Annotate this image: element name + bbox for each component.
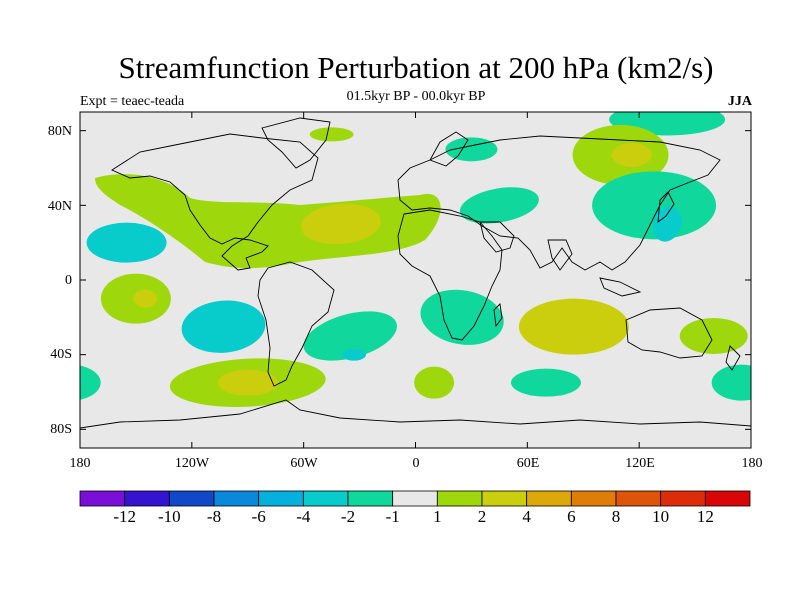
contour-region-positive xyxy=(611,142,652,167)
experiment-label: Expt = teaec-teada xyxy=(80,94,185,109)
coastline xyxy=(429,131,469,167)
coastline xyxy=(599,277,642,297)
colorbar-swatch xyxy=(168,490,215,507)
colorbar-swatch xyxy=(79,490,126,507)
contour-region-negative xyxy=(652,206,682,242)
colorbar-label: -2 xyxy=(340,507,356,526)
colorbar-swatch xyxy=(213,490,260,507)
colorbar-label: 8 xyxy=(611,507,621,526)
colorbar-label: 2 xyxy=(477,507,487,526)
contour-region-negative xyxy=(341,348,366,361)
colorbar-label: 10 xyxy=(652,507,670,526)
y-tick-label: 80S xyxy=(50,422,72,437)
chart-title: Streamfunction Perturbation at 200 hPa (… xyxy=(118,50,714,85)
colorbar-swatch xyxy=(302,490,349,507)
x-tick-label: 60W xyxy=(290,456,318,471)
colorbar-swatch xyxy=(436,490,483,507)
y-tick-label: 80N xyxy=(47,124,72,139)
contour-region-negative xyxy=(303,311,397,361)
contour-region-positive xyxy=(679,318,748,354)
contour-region-negative xyxy=(592,171,717,240)
colorbar-label: -1 xyxy=(385,507,400,526)
contour-region-negative xyxy=(459,187,539,224)
coastline xyxy=(657,191,675,223)
coastline xyxy=(493,303,503,328)
colorbar-label: 6 xyxy=(567,507,576,526)
coastline xyxy=(257,261,335,387)
axis-ticks xyxy=(79,112,752,448)
x-tick-label: 120W xyxy=(174,456,210,471)
contour-region-negative xyxy=(510,368,581,397)
colorbar-swatch xyxy=(392,490,438,507)
colorbar-swatch xyxy=(526,490,572,507)
colorbar-swatch xyxy=(615,490,662,507)
x-tick-label: 0 xyxy=(412,456,420,471)
colorbar-label: 1 xyxy=(433,507,442,526)
coastline xyxy=(725,345,741,371)
y-tick-label: 0 xyxy=(65,273,72,288)
coastline xyxy=(547,239,573,271)
colorbar-label: -6 xyxy=(251,507,266,526)
colorbar-label: -4 xyxy=(296,507,311,526)
contour-region-negative xyxy=(80,365,101,400)
season-label: JJA xyxy=(727,94,752,109)
x-tick-label: 120E xyxy=(625,456,655,471)
contour-region-positive xyxy=(414,366,455,399)
coastlines xyxy=(80,117,751,429)
x-tick-label: 60E xyxy=(516,456,540,471)
x-tick-label: 180 xyxy=(741,456,763,471)
contour-region-negative xyxy=(711,364,751,401)
contour-region-positive xyxy=(133,289,158,308)
y-tick-label: 40N xyxy=(47,199,72,214)
coastline xyxy=(625,307,713,359)
colorbar xyxy=(79,490,751,507)
coastline xyxy=(111,133,319,271)
colorbar-swatch xyxy=(347,490,394,507)
contour-region-positive xyxy=(95,174,441,269)
colorbar-label: 4 xyxy=(522,507,531,526)
contour-region-negative xyxy=(181,300,266,353)
contour-region-positive xyxy=(301,203,381,245)
colorbar-swatch xyxy=(704,490,751,507)
colorbar-swatch xyxy=(660,490,706,507)
coastline xyxy=(397,135,721,271)
chart-subtitle: 01.5kyr BP - 00.0kyr BP xyxy=(346,89,486,104)
colorbar-swatch xyxy=(124,490,170,507)
contour-region-negative xyxy=(86,222,167,263)
coastline xyxy=(261,117,331,169)
contour-fields xyxy=(80,112,800,407)
coastline xyxy=(479,221,515,253)
coastline xyxy=(80,399,751,429)
colorbar-label: 12 xyxy=(696,507,714,526)
colorbar-swatch xyxy=(570,490,617,507)
x-tick-label: 180 xyxy=(69,456,91,471)
colorbar-swatch xyxy=(481,490,528,507)
contour-region-positive xyxy=(518,298,629,355)
colorbar-label: -10 xyxy=(157,507,181,526)
contour-region-negative xyxy=(758,223,800,263)
y-tick-label: 40S xyxy=(50,347,72,362)
contour-region-positive xyxy=(217,369,278,396)
colorbar-swatch xyxy=(258,490,304,507)
colorbar-label: -12 xyxy=(113,507,136,526)
colorbar-label: -8 xyxy=(206,507,222,526)
contour-region-positive xyxy=(309,127,354,142)
